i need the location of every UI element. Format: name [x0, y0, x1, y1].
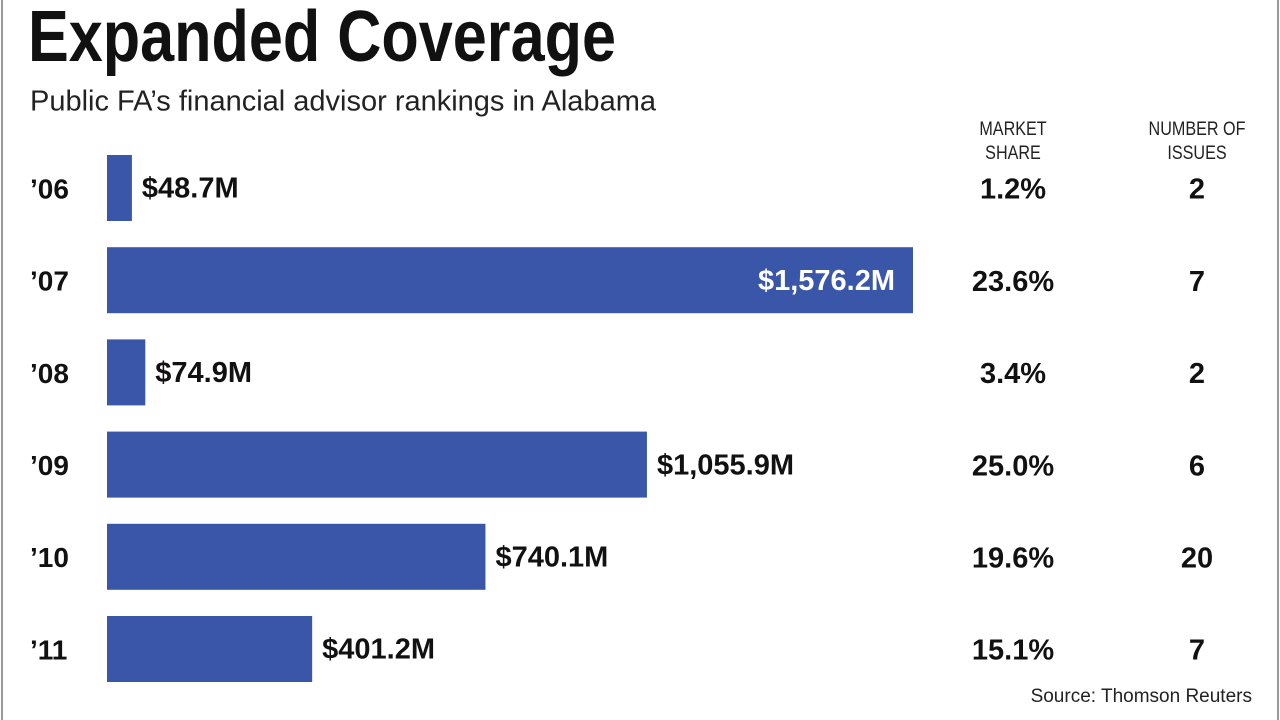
column-value: 23.6% [972, 266, 1054, 298]
bar [107, 523, 486, 590]
category-label: ’06 [30, 173, 69, 204]
bar [107, 616, 313, 682]
value-label: $48.7M [142, 173, 239, 205]
value-label: $401.2M [322, 634, 435, 666]
column-value: 2 [1189, 174, 1205, 206]
bar [107, 247, 913, 314]
column-value: 3.4% [980, 358, 1046, 390]
column-value: 7 [1189, 635, 1205, 667]
bar [107, 431, 647, 498]
category-label: ’07 [30, 266, 69, 297]
column-value: 7 [1189, 266, 1205, 298]
value-label: $1,055.9M [657, 449, 794, 481]
column-header: MARKET SHARE [979, 119, 1047, 164]
category-label: ’11 [30, 634, 67, 665]
column-value: 20 [1181, 542, 1213, 574]
value-label: $74.9M [155, 357, 252, 389]
bar [107, 155, 132, 221]
chart-title: Expanded Coverage [28, 0, 616, 77]
column-header: NUMBER OF ISSUES [1148, 119, 1246, 164]
category-label: ’09 [30, 450, 69, 481]
category-label: ’08 [30, 358, 69, 389]
bar [107, 339, 146, 406]
column-value: 1.2% [980, 174, 1046, 206]
column-value: 19.6% [972, 542, 1054, 574]
column-value: 2 [1189, 358, 1205, 390]
category-label: ’10 [30, 542, 69, 573]
column-value: 25.0% [972, 450, 1054, 482]
column-value: 6 [1189, 450, 1205, 482]
value-label: $740.1M [495, 541, 608, 573]
chart-subtitle: Public FA’s financial advisor rankings i… [30, 86, 657, 118]
source-note: Source: Thomson Reuters [1031, 686, 1252, 707]
column-value: 15.1% [972, 635, 1054, 667]
value-label: $1,576.2M [758, 265, 895, 297]
